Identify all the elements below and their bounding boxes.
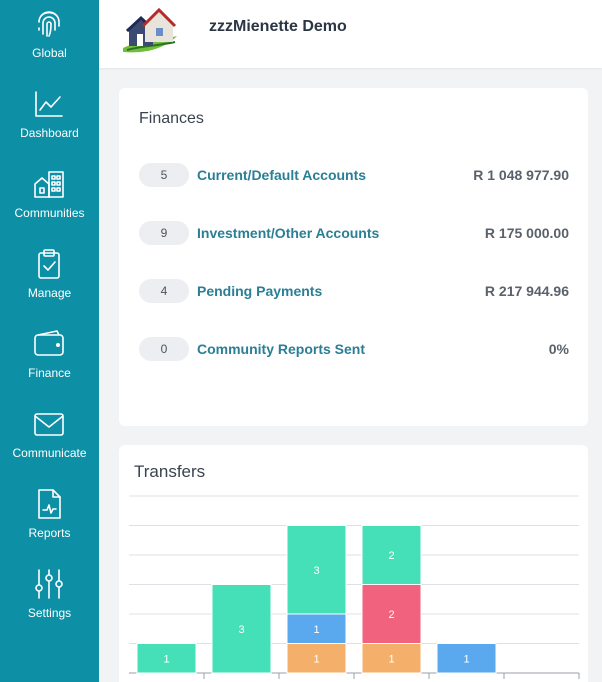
bar-value-label: 2 xyxy=(388,609,394,621)
bar-segment xyxy=(286,525,347,615)
finances-title: Finances xyxy=(139,110,204,127)
bar-segment xyxy=(211,584,272,674)
transfers-card: Transfers 1 3 1 1 3 1 2 2 1 xyxy=(119,445,588,682)
bar-segment xyxy=(136,643,197,674)
sliders-icon xyxy=(35,569,63,599)
finance-row-pending-payments: 4 Pending Payments R 217 944.96 xyxy=(139,279,569,305)
company-name: zzzMienette Demo xyxy=(209,18,347,35)
bar-segment xyxy=(286,613,347,644)
sidebar-item-global[interactable]: Global xyxy=(0,0,99,80)
bar-value-label: 1 xyxy=(313,653,319,665)
community-reports-percent: 0% xyxy=(548,341,569,357)
envelope-icon xyxy=(34,413,64,436)
community-reports-link[interactable]: Community Reports Sent xyxy=(197,341,366,357)
count-badge: 4 xyxy=(139,279,189,303)
finance-row-investment-accounts: 9 Investment/Other Accounts R 175 000.00 xyxy=(139,221,569,247)
line-chart-icon xyxy=(35,91,63,117)
sidebar-item-label: Communicate xyxy=(12,446,87,460)
bar-value-label: 1 xyxy=(163,653,169,665)
finance-row-current-accounts: 5 Current/Default Accounts R 1 048 977.9… xyxy=(139,163,569,189)
bar-value-label: 3 xyxy=(313,565,319,577)
sidebar-item-label: Global xyxy=(32,46,67,60)
sidebar-item-label: Dashboard xyxy=(20,126,79,140)
sidebar-item-communities[interactable]: Communities xyxy=(0,160,99,240)
current-accounts-link[interactable]: Current/Default Accounts xyxy=(197,167,367,183)
sidebar-item-label: Settings xyxy=(27,606,72,620)
bar-value-label: 3 xyxy=(238,624,244,636)
count-badge: 0 xyxy=(139,337,189,361)
wallet-icon xyxy=(34,330,64,356)
buildings-icon xyxy=(34,171,64,198)
sidebar-item-communicate[interactable]: Communicate xyxy=(0,400,99,480)
sidebar-item-manage[interactable]: Manage xyxy=(0,240,99,320)
sidebar-item-finance[interactable]: Finance xyxy=(0,320,99,400)
sidebar-item-label: Reports xyxy=(28,526,71,540)
bar-segment xyxy=(436,643,497,674)
count-badge: 5 xyxy=(139,163,189,187)
house-logo[interactable] xyxy=(121,6,179,56)
fingerprint-icon xyxy=(38,11,60,37)
bar-value-label: 2 xyxy=(388,550,394,562)
pending-payments-amount: R 217 944.96 xyxy=(484,283,569,299)
transfers-title: Transfers xyxy=(134,462,206,481)
bar-value-label: 1 xyxy=(463,653,469,665)
sidebar-item-label: Communities xyxy=(14,206,85,220)
sidebar-item-reports[interactable]: Reports xyxy=(0,480,99,560)
top-bar: zzzMienette Demo xyxy=(99,0,602,68)
pending-payments-link[interactable]: Pending Payments xyxy=(197,283,323,299)
report-document-icon xyxy=(38,489,61,519)
bar-value-label: 1 xyxy=(388,653,394,665)
sidebar-item-dashboard[interactable]: Dashboard xyxy=(0,80,99,160)
clipboard-check-icon xyxy=(38,249,60,279)
bar-segment xyxy=(286,643,347,674)
investment-accounts-link[interactable]: Investment/Other Accounts xyxy=(197,225,380,241)
count-badge: 9 xyxy=(139,221,189,245)
finances-card: Finances 5 Current/Default Accounts R 1 … xyxy=(119,88,588,426)
sidebar-item-label: Finance xyxy=(28,366,71,380)
bar-value-label: 1 xyxy=(313,624,319,636)
sidebar-item-label: Manage xyxy=(27,286,72,300)
transfers-chart: 1 3 1 1 3 1 2 2 1 xyxy=(129,495,580,679)
investment-accounts-amount: R 175 000.00 xyxy=(484,225,569,241)
sidebar: Global Dashboard Communities Manage xyxy=(0,0,99,682)
sidebar-item-settings[interactable]: Settings xyxy=(0,560,99,640)
bar-segment xyxy=(361,525,422,585)
current-accounts-amount: R 1 048 977.90 xyxy=(473,167,569,183)
finance-row-community-reports: 0 Community Reports Sent 0% xyxy=(139,337,569,363)
bar-segment xyxy=(361,643,422,674)
